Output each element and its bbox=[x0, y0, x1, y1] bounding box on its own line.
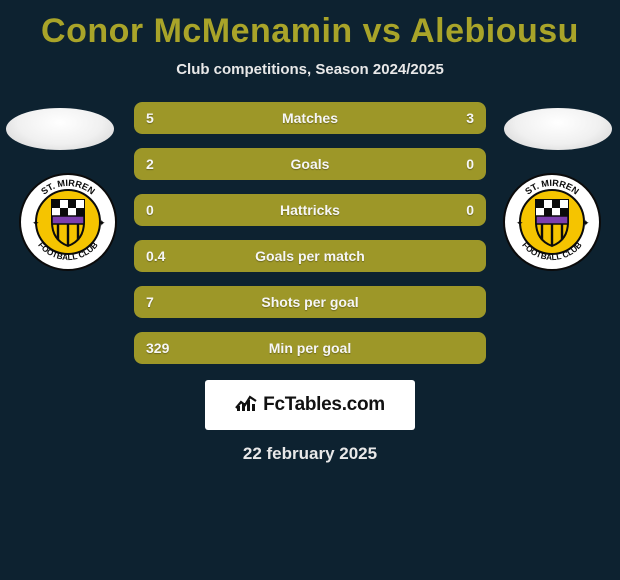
stat-row: 2 0 Goals bbox=[134, 148, 486, 180]
snapshot-date: 22 february 2025 bbox=[0, 444, 620, 464]
stat-row: 329 Min per goal bbox=[134, 332, 486, 364]
player-left-head bbox=[6, 108, 116, 153]
page-subtitle: Club competitions, Season 2024/2025 bbox=[0, 61, 620, 78]
stat-value-right: 3 bbox=[466, 110, 474, 126]
svg-text:✦: ✦ bbox=[516, 218, 524, 228]
club-badge-right: ST. MIRREN FOOTBALL CLUB bbox=[502, 172, 602, 272]
bar-fill-left bbox=[134, 148, 402, 180]
stat-name: Shots per goal bbox=[261, 294, 358, 310]
stat-value-left: 0.4 bbox=[146, 248, 165, 264]
club-crest-icon: ST. MIRREN FOOTBALL CLUB bbox=[18, 172, 118, 272]
svg-text:✦: ✦ bbox=[98, 218, 106, 228]
stat-row: 0 0 Hattricks bbox=[134, 194, 486, 226]
stat-name: Goals bbox=[291, 156, 330, 172]
stat-name: Matches bbox=[282, 110, 338, 126]
stat-row: 0.4 Goals per match bbox=[134, 240, 486, 272]
page-title: Conor McMenamin vs Alebiousu bbox=[0, 0, 620, 51]
stat-value-left: 7 bbox=[146, 294, 154, 310]
club-crest-icon: ST. MIRREN FOOTBALL CLUB bbox=[502, 172, 602, 272]
svg-text:✦: ✦ bbox=[32, 218, 40, 228]
head-ellipse-icon bbox=[504, 108, 612, 150]
stat-row: 5 3 Matches bbox=[134, 102, 486, 134]
head-ellipse-icon bbox=[6, 108, 114, 150]
stat-value-right: 0 bbox=[466, 156, 474, 172]
brand-text: FcTables.com bbox=[263, 394, 385, 416]
svg-text:✦: ✦ bbox=[582, 218, 590, 228]
stat-row: 7 Shots per goal bbox=[134, 286, 486, 318]
stat-name: Goals per match bbox=[255, 248, 365, 264]
stat-value-left: 5 bbox=[146, 110, 154, 126]
stat-value-left: 329 bbox=[146, 340, 169, 356]
comparison-content: ST. MIRREN FOOTBALL CLUB bbox=[0, 102, 620, 464]
club-badge-left: ST. MIRREN FOOTBALL CLUB bbox=[18, 172, 118, 272]
stat-name: Min per goal bbox=[269, 340, 351, 356]
player-right-head bbox=[504, 108, 614, 153]
brand-attribution: FcTables.com bbox=[205, 380, 415, 430]
stat-value-right: 0 bbox=[466, 202, 474, 218]
brand-chart-icon bbox=[235, 394, 257, 417]
stat-value-left: 0 bbox=[146, 202, 154, 218]
stat-value-left: 2 bbox=[146, 156, 154, 172]
stat-name: Hattricks bbox=[280, 202, 340, 218]
stat-bars: 5 3 Matches 2 0 Goals 0 0 Hattricks 0.4 Goals per … bbox=[134, 102, 486, 364]
